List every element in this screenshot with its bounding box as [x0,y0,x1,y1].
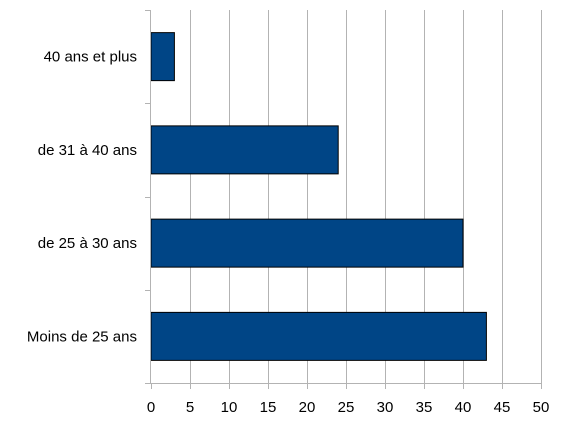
category-label: Moins de 25 ans [27,328,137,345]
bar [150,311,487,361]
x-tick-label: 45 [494,399,511,416]
bars [150,32,487,361]
x-tick-label: 35 [416,399,433,416]
category-label: de 25 à 30 ans [38,235,137,252]
bar [150,32,175,82]
x-tick-label: 15 [260,399,277,416]
x-tick-label: 50 [533,399,550,416]
x-tick-label: 10 [221,399,238,416]
bar [150,125,339,175]
x-tick-label: 5 [186,399,194,416]
x-tick-labels: 0 5 10 15 20 25 30 35 40 45 50 [147,399,550,416]
category-labels: 40 ans et plus de 31 à 40 ans de 25 à 30 a… [27,49,137,346]
axes [145,10,542,389]
x-tick-label: 30 [377,399,394,416]
x-tick-label: 0 [147,399,155,416]
x-tick-label: 40 [455,399,472,416]
x-tick-label: 25 [338,399,355,416]
x-tick-label: 20 [299,399,316,416]
category-label: 40 ans et plus [44,49,137,66]
category-label: de 31 à 40 ans [38,142,137,159]
bar [150,218,464,268]
grid-lines [190,10,542,383]
